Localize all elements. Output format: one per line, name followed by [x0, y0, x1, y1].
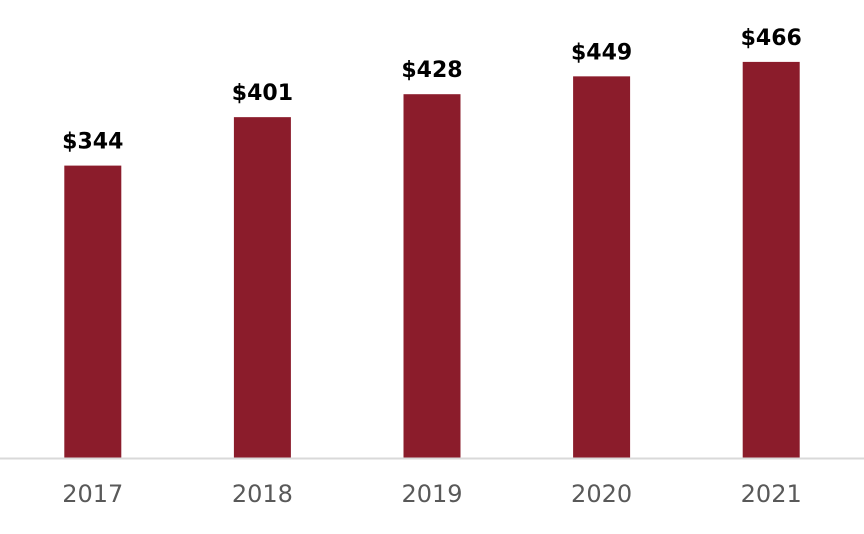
bar-2020	[573, 76, 631, 458]
x-tick-label-2019: 2019	[401, 480, 462, 508]
bars-group	[64, 61, 800, 459]
x-tick-label-2020: 2020	[571, 480, 632, 508]
data-label-2018: $401	[232, 81, 293, 106]
data-label-2021: $466	[741, 26, 802, 51]
bar-2017	[64, 165, 122, 458]
data-label-2017: $344	[62, 130, 123, 155]
bar-2019	[403, 94, 461, 458]
data-labels-group: $344 $401 $428 $449 $466	[62, 26, 802, 155]
x-tick-labels-group: 2017 2018 2019 2020 2021	[62, 480, 801, 508]
x-tick-label-2021: 2021	[741, 480, 802, 508]
x-tick-label-2017: 2017	[62, 480, 123, 508]
bar-2018	[233, 117, 291, 459]
data-label-2020: $449	[571, 40, 632, 65]
x-tick-label-2018: 2018	[232, 480, 293, 508]
data-label-2019: $428	[401, 58, 462, 83]
bar-2021	[742, 61, 800, 459]
